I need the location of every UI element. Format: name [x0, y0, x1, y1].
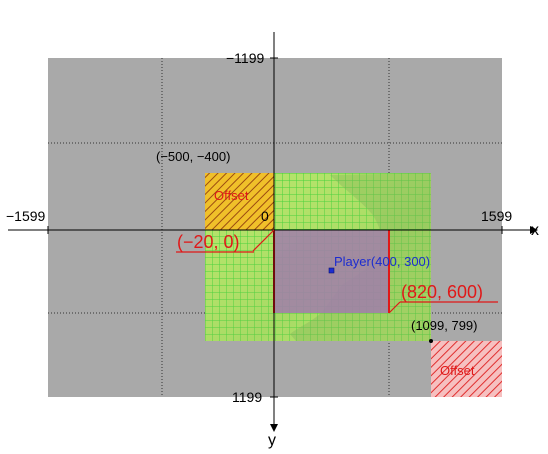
y-axis [270, 32, 278, 432]
map-coastline [290, 173, 431, 341]
y-axis-label: y [268, 432, 276, 449]
world-bottom-right-marker [429, 339, 433, 343]
view-bottom-right-label: (820, 600) [401, 282, 483, 302]
offset-label-top-left: Offset [214, 188, 249, 203]
y-max-tick-label: 1199 [232, 389, 262, 405]
world-top-left-label: (−500, −400) [156, 149, 230, 164]
x-min-tick-label: −1599 [6, 208, 46, 224]
y-min-tick-label: −1199 [226, 50, 264, 66]
x-axis [8, 226, 538, 234]
offset-label-bottom-right: Offset [440, 363, 475, 378]
offset-region-bottom-right [431, 341, 502, 397]
x-max-tick-label: 1599 [481, 208, 512, 224]
world-bottom-right-label: (1099, 799) [411, 318, 478, 333]
view-top-left-label: (−20, 0) [177, 232, 240, 252]
offset-region-top-left [205, 173, 274, 230]
origin-label: 0 [261, 208, 269, 224]
view-top-left-leader [252, 229, 275, 252]
player-label: Player(400, 300) [334, 254, 430, 269]
player-marker [328, 267, 335, 274]
x-axis-label: x [531, 222, 539, 239]
view-bottom-right-leader [388, 301, 401, 314]
